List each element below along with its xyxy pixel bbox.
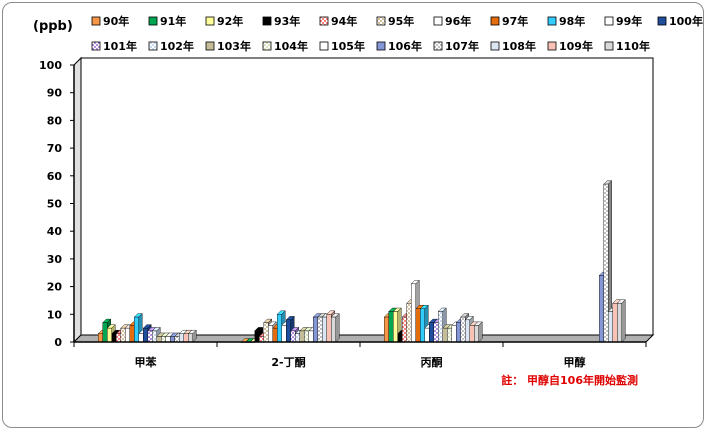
legend-label: 103年: [217, 39, 251, 53]
chart-note: 註： 甲醇自106年開始監測: [501, 373, 638, 387]
legend-label: 101年: [103, 39, 137, 53]
legend-item: 99年: [604, 14, 642, 28]
y-axis: 0 10 20 30 40 50 60 70 80 90 100: [39, 59, 75, 349]
legend-label: 104年: [274, 39, 308, 53]
bar: [616, 299, 626, 343]
y-tick-label: 20: [47, 281, 63, 294]
legend-item: 101年: [91, 39, 137, 53]
legend-item: 93年: [262, 14, 300, 28]
y-tick-label: 100: [39, 59, 62, 72]
bar: [330, 313, 340, 343]
x-axis: 甲苯 2-丁酮 丙酮 甲醇: [73, 341, 647, 369]
legend-label: 109年: [559, 39, 593, 53]
legend-label: 94年: [331, 14, 357, 28]
plot-walls: [72, 56, 655, 344]
unit-label: (ppb): [33, 19, 73, 34]
legend-label: 106年: [388, 39, 422, 53]
legend-item: 100年: [657, 14, 703, 28]
legend-item: 109年: [547, 39, 593, 53]
x-tick-label: 2-丁酮: [271, 356, 305, 369]
legend-label: 90年: [103, 14, 129, 28]
legend-item: 107年: [433, 39, 479, 53]
y-tick-label: 90: [47, 87, 63, 100]
bars: [97, 180, 626, 343]
legend-item: 98年: [547, 14, 585, 28]
legend-label: 98年: [559, 14, 585, 28]
legend-item: 96年: [433, 14, 471, 28]
side-wall: [73, 56, 82, 344]
legend-label: 92年: [217, 14, 243, 28]
legend-item: 90年: [91, 14, 129, 28]
legend-label: 110年: [616, 39, 650, 53]
y-tick-label: 30: [47, 253, 63, 266]
legend-label: 99年: [616, 14, 642, 28]
legend-item: 97年: [490, 14, 528, 28]
legend-label: 108年: [502, 39, 536, 53]
legend-label: 100年: [669, 14, 703, 28]
legend-item: 94年: [319, 14, 357, 28]
y-tick-label: 70: [47, 142, 63, 155]
bar: [473, 321, 483, 343]
legend-label: 107年: [445, 39, 479, 53]
legend-item: 103年: [205, 39, 251, 53]
legend-item: 110年: [604, 39, 650, 53]
legend-item: 91年: [148, 14, 186, 28]
legend-item: 108年: [490, 39, 536, 53]
x-tick-label: 甲苯: [135, 355, 158, 369]
legend-item: 102年: [148, 39, 194, 53]
legend-label: 93年: [274, 14, 300, 28]
legend-item: 104年: [262, 39, 308, 53]
legend-item: 95年: [376, 14, 414, 28]
y-tick-label: 60: [47, 170, 63, 183]
bar: [603, 180, 613, 343]
legend-label: 91年: [160, 14, 186, 28]
x-tick-label: 甲醇: [564, 355, 586, 369]
y-tick-label: 10: [47, 308, 63, 321]
legend-label: 95年: [388, 14, 414, 28]
x-tick-label: 丙酮: [421, 356, 443, 369]
y-tick-label: 0: [54, 336, 62, 349]
y-tick-label: 80: [47, 114, 63, 127]
legend-label: 105年: [331, 39, 365, 53]
legend-label: 102年: [160, 39, 194, 53]
y-tick-label: 50: [47, 198, 63, 211]
legend-item: 106年: [376, 39, 422, 53]
y-tick-label: 40: [47, 225, 63, 238]
back-wall: [80, 57, 654, 336]
legend-item: 105年: [319, 39, 365, 53]
legend: 90年 91年 92年 93年 94年 95年 96年 97年 98年 99年 100年 101年 10…: [91, 14, 703, 53]
legend-label: 96年: [445, 14, 471, 28]
legend-label: 97年: [502, 14, 528, 28]
legend-item: 92年: [205, 14, 243, 28]
